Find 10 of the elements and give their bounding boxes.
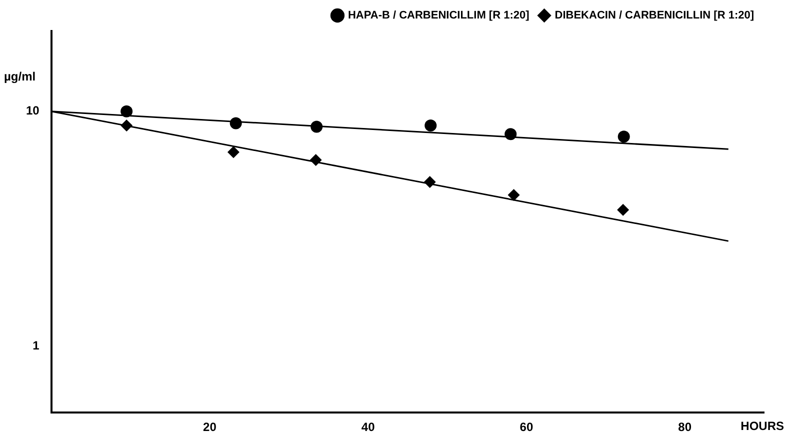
legend-label: DIBEKACIN / CARBENICILLIN [R 1:20]	[554, 10, 754, 22]
y-tick-label: 10	[26, 104, 40, 118]
x-axis-title: HOURS	[740, 418, 784, 433]
x-tick-label: 20	[203, 420, 217, 434]
y-axis-title: µg/ml	[4, 69, 36, 84]
x-tick-label: 80	[678, 420, 692, 434]
x-tick-label: 60	[520, 420, 534, 434]
x-tick-label: 40	[361, 420, 376, 434]
legend-label: HAPA-B / CARBENICILLIM [R 1:20]	[348, 10, 530, 22]
y-tick-label: 1	[32, 338, 40, 352]
